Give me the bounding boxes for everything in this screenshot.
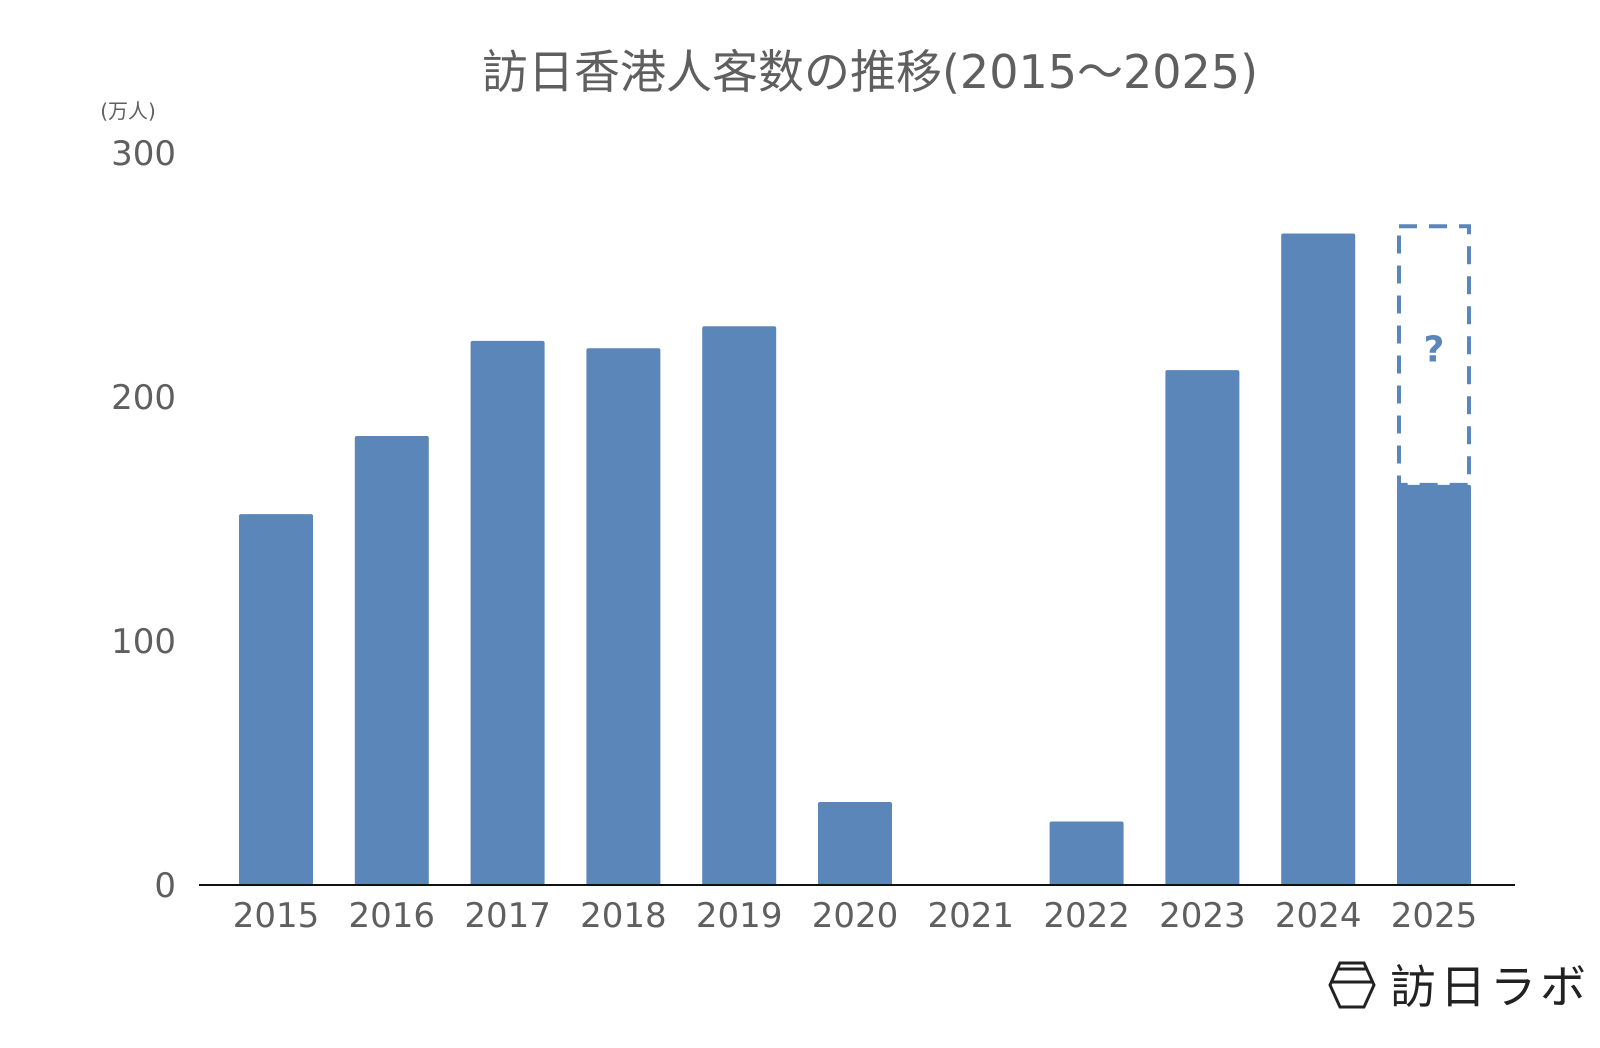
y-unit-label: (万人) [100, 99, 156, 123]
x-tick-label: 2024 [1275, 896, 1362, 936]
bar-2018 [586, 348, 661, 885]
projection-bar-2025 [1397, 224, 1471, 487]
logo-icon [1328, 961, 1376, 1009]
bar-2017 [470, 340, 545, 885]
logo [1328, 961, 1376, 1009]
x-tick-label: 2022 [1043, 896, 1130, 936]
bar-2024 [1281, 233, 1356, 885]
x-tick-label: 2016 [349, 896, 436, 936]
y-tick-label: 200 [111, 378, 176, 418]
x-tick-label: 2017 [464, 896, 551, 936]
x-tick-label: 2015 [233, 896, 320, 936]
chart-title: 訪日香港人客数の推移(2015～2025) [482, 45, 1258, 99]
bar-2025 [1397, 484, 1471, 885]
x-tick-label: 2023 [1159, 896, 1246, 936]
y-tick-label: 300 [111, 134, 176, 174]
x-tick-label: 2020 [812, 896, 899, 936]
bar-2023 [1165, 370, 1240, 885]
y-tick-label: 100 [111, 622, 176, 662]
bar-2019 [702, 326, 777, 885]
y-tick-label: 0 [154, 866, 176, 906]
bar-2022 [1049, 821, 1124, 885]
x-tick-label: 2019 [696, 896, 783, 936]
bar-2020 [818, 802, 892, 885]
bar-2016 [354, 436, 429, 885]
x-tick-label: 2025 [1391, 896, 1478, 936]
bar-2015 [239, 514, 313, 885]
logo-text: 訪日ラボ [1390, 960, 1590, 1014]
x-tick-label: 2018 [580, 896, 667, 936]
x-tick-label: 2021 [928, 896, 1015, 936]
projection-label: ? [1424, 330, 1445, 371]
